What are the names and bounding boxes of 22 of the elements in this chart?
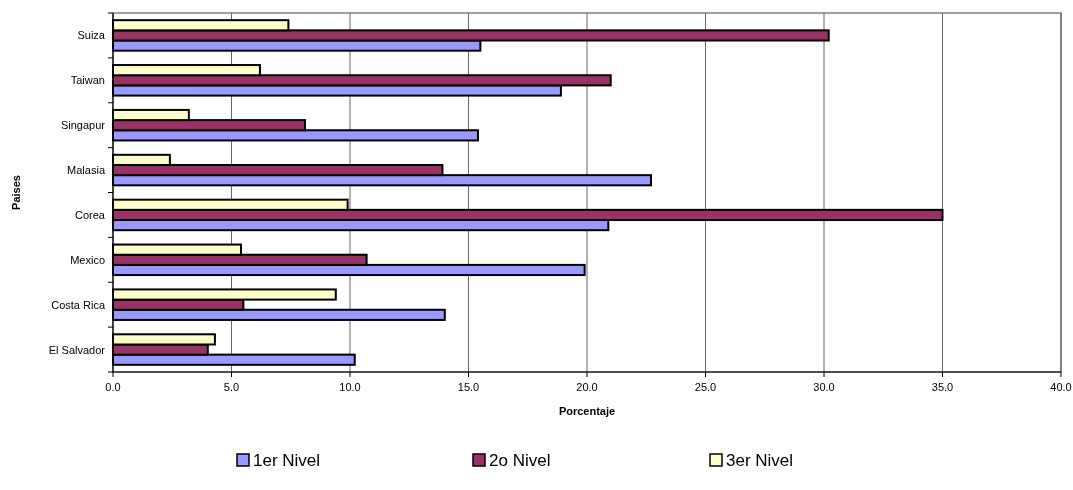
- legend-label: 2o Nivel: [489, 451, 551, 470]
- y-tick-label: Taiwan: [70, 74, 105, 87]
- x-tick-label: 25.0: [694, 381, 717, 393]
- x-tick-label: 15.0: [457, 381, 480, 393]
- y-tick-label: Singapur: [60, 119, 106, 132]
- y-tick-label: Costa Rica: [51, 298, 106, 311]
- y-tick-label: Mexico: [70, 253, 105, 266]
- y-tick-label: Suiza: [77, 29, 106, 42]
- legend-label: 1er Nivel: [253, 451, 321, 470]
- x-tick-label: 35.0: [931, 381, 954, 393]
- x-tick-label: 10.0: [339, 381, 361, 393]
- x-tick-label: 40.0: [1050, 381, 1072, 393]
- y-tick-label: Malasia: [67, 164, 106, 177]
- x-tick-label: 30.0: [813, 381, 835, 393]
- x-tick-label: 20.0: [576, 381, 598, 393]
- x-axis-title: Porcentaje: [558, 405, 616, 417]
- x-tick-label: 5.0: [223, 381, 240, 393]
- y-axis-title: Paises: [10, 175, 22, 210]
- y-tick-label: El Salvador: [48, 343, 106, 356]
- legend-label: 3er Nivel: [726, 451, 794, 470]
- x-tick-label: 0.0: [105, 381, 121, 393]
- y-tick-label: Corea: [75, 208, 106, 221]
